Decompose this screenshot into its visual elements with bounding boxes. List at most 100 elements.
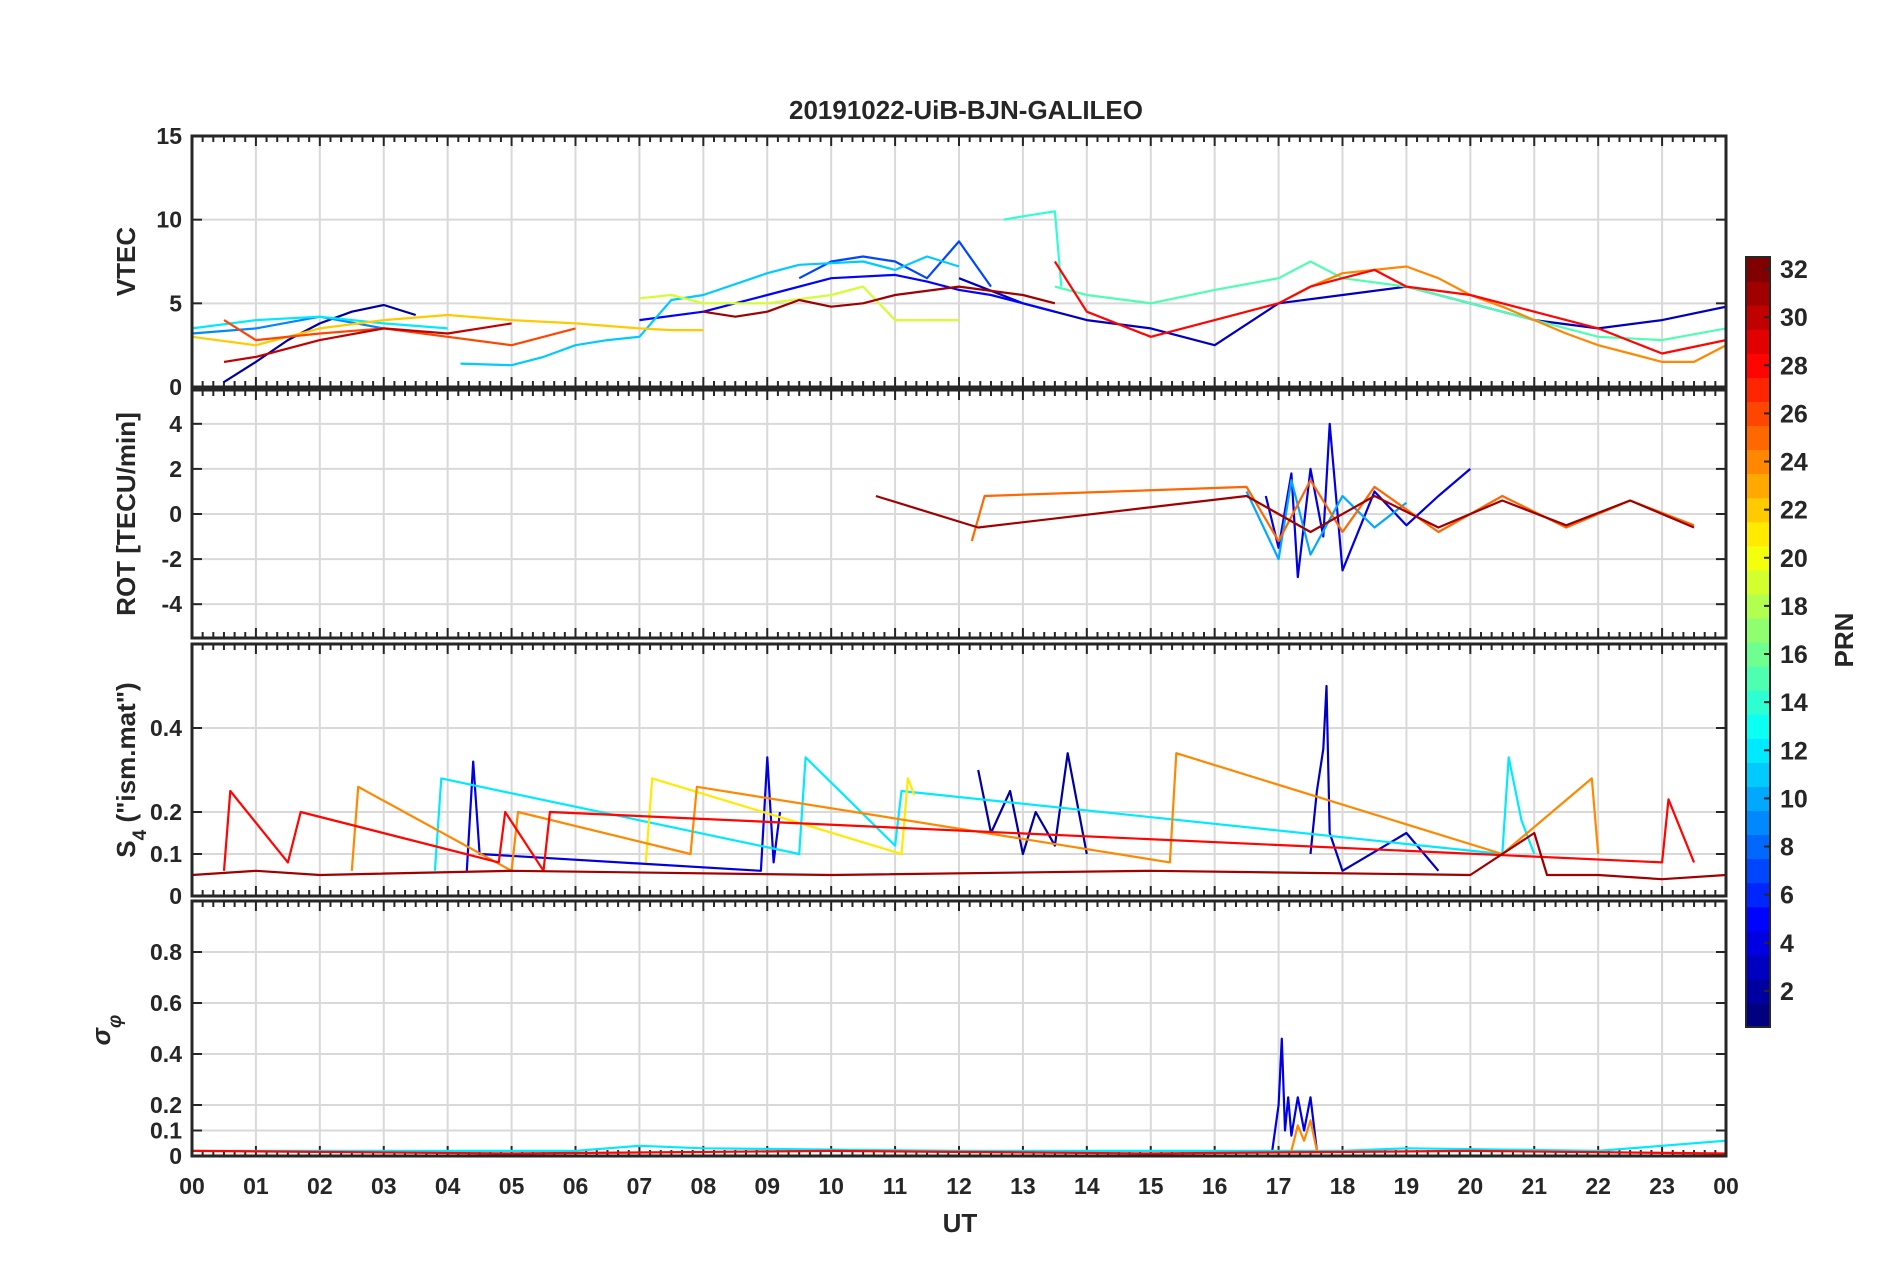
x-tick-label: 01 xyxy=(243,1173,269,1199)
colorbar-tick-label: 2 xyxy=(1780,978,1794,1006)
colorbar-cell xyxy=(1746,377,1770,402)
series-line-prn-4 xyxy=(1264,422,1472,579)
x-tick-label: 14 xyxy=(1074,1173,1100,1199)
colorbar-cell xyxy=(1746,569,1770,595)
x-tick-label: 06 xyxy=(563,1173,589,1199)
y-tick-label: 5 xyxy=(169,290,182,316)
colorbar-tick-label: 12 xyxy=(1780,737,1808,765)
x-tick-label: 20 xyxy=(1458,1173,1484,1199)
series-line-prn-31 xyxy=(703,285,1056,318)
y-tick-label: 0.1 xyxy=(150,841,182,867)
panel-1: 0 5 10 15 VTEC xyxy=(111,123,1728,400)
x-tick-label: 08 xyxy=(691,1173,717,1199)
colorbar-cell xyxy=(1746,714,1770,739)
panel-2: -4 -2 0 2 4 ROT [TECU/min] xyxy=(111,388,1728,640)
y-tick-label: 10 xyxy=(156,207,182,233)
y-tick-label: 0 xyxy=(169,883,182,909)
series-line-prn-7 xyxy=(798,240,992,288)
y-axis-label: σφ xyxy=(86,1015,126,1046)
x-tick-label: 22 xyxy=(1585,1173,1611,1199)
colorbar-tick-label: 18 xyxy=(1780,593,1808,621)
x-tick-label: 16 xyxy=(1202,1173,1228,1199)
series-line-prn-10 xyxy=(1245,479,1408,561)
x-tick-label: 07 xyxy=(627,1173,653,1199)
colorbar-tick-label: 6 xyxy=(1780,882,1794,910)
y-tick-label: 0.4 xyxy=(150,1041,182,1067)
panel-frame xyxy=(190,642,1728,898)
colorbar-tick-label: 22 xyxy=(1780,497,1808,525)
series-line-prn-12 xyxy=(192,315,448,330)
series-line-prn-14 xyxy=(1003,210,1063,287)
colorbar-cell xyxy=(1746,281,1770,306)
panel-frame xyxy=(190,899,1728,1158)
x-tick-label: 15 xyxy=(1138,1173,1164,1199)
x-tick-label: 03 xyxy=(371,1173,397,1199)
colorbar-tick-label: 4 xyxy=(1780,930,1794,958)
colorbar-cell xyxy=(1746,329,1770,354)
colorbar-cell xyxy=(1746,473,1770,499)
x-tick-label: 02 xyxy=(307,1173,333,1199)
colorbar-tick-label: 14 xyxy=(1780,689,1808,717)
series-line-prn-25 xyxy=(970,479,1695,543)
colorbar-tick-label: 26 xyxy=(1780,400,1808,428)
series-line-prn-24 xyxy=(350,752,1600,872)
y-tick-label: 0 xyxy=(169,501,182,527)
y-axis-label: ROT [TECU/min] xyxy=(111,412,141,616)
panel-3: 0 0.1 0.2 0.4S4 ("ism.mat") xyxy=(111,642,1728,909)
series-line-prn-3 xyxy=(1309,684,1440,872)
series-group xyxy=(192,684,1726,881)
colorbar-tick-label: 8 xyxy=(1780,834,1794,862)
colorbar-cell xyxy=(1746,1002,1770,1028)
colorbar-cell xyxy=(1746,425,1770,451)
series-group xyxy=(875,422,1695,579)
y-tick-label: 0.4 xyxy=(150,715,182,741)
y-tick-label: 4 xyxy=(169,411,182,437)
colorbar-tick-label: 16 xyxy=(1780,641,1808,669)
colorbar-tick-label: 32 xyxy=(1780,256,1808,284)
series-line-prn-31 xyxy=(875,494,1695,534)
colorbar-cell xyxy=(1746,666,1770,691)
colorbar-frame xyxy=(1745,256,1771,1028)
x-tick-label: 23 xyxy=(1649,1173,1675,1199)
y-tick-label: 0.1 xyxy=(150,1118,182,1144)
x-tick-label: 10 xyxy=(818,1173,844,1199)
series-line-prn-2 xyxy=(223,303,417,383)
y-axis-label: S4 ("ism.mat") xyxy=(111,682,151,857)
series-group xyxy=(192,210,1726,383)
x-axis-label: UT xyxy=(943,1208,978,1238)
x-tick-label: 00 xyxy=(1713,1173,1739,1199)
x-tick-label: 11 xyxy=(883,1173,908,1199)
colorbar-tick-label: 24 xyxy=(1780,449,1808,477)
x-tick-label: 19 xyxy=(1394,1173,1420,1199)
colorbar-cell xyxy=(1746,858,1770,884)
x-tick-label: 09 xyxy=(754,1173,780,1199)
series-line-prn-4 xyxy=(1271,1037,1318,1152)
series-group xyxy=(192,1037,1726,1155)
y-tick-label: 15 xyxy=(156,123,182,149)
colorbar-cell xyxy=(1746,521,1770,547)
x-tick-label: 17 xyxy=(1266,1173,1292,1199)
colorbar-cell xyxy=(1746,906,1770,932)
colorbar-cell xyxy=(1746,762,1770,787)
series-line-prn-31 xyxy=(192,831,1726,881)
colorbar-tick-label: 10 xyxy=(1780,785,1808,813)
panel-frame xyxy=(190,134,1728,389)
x-tick-label: 00 xyxy=(179,1173,205,1199)
colorbar-label: PRN xyxy=(1829,613,1859,668)
colorbar-tick-label: 30 xyxy=(1780,304,1808,332)
y-tick-label: 0.2 xyxy=(150,799,182,825)
x-tick-label: 21 xyxy=(1521,1173,1547,1199)
series-line-prn-24 xyxy=(1290,1119,1318,1152)
series-line-prn-30 xyxy=(223,322,512,363)
series-line-prn-24 xyxy=(1278,265,1726,363)
series-line-prn-28 xyxy=(222,789,1696,872)
series-line-prn-4 xyxy=(465,756,782,872)
y-tick-label: -2 xyxy=(162,546,182,572)
y-tick-label: 0.6 xyxy=(150,990,182,1016)
chart-title: 20191022-UiB-BJN-GALILEO xyxy=(789,95,1143,125)
y-tick-label: 0.8 xyxy=(150,939,182,965)
x-tick-label: 12 xyxy=(946,1173,972,1199)
